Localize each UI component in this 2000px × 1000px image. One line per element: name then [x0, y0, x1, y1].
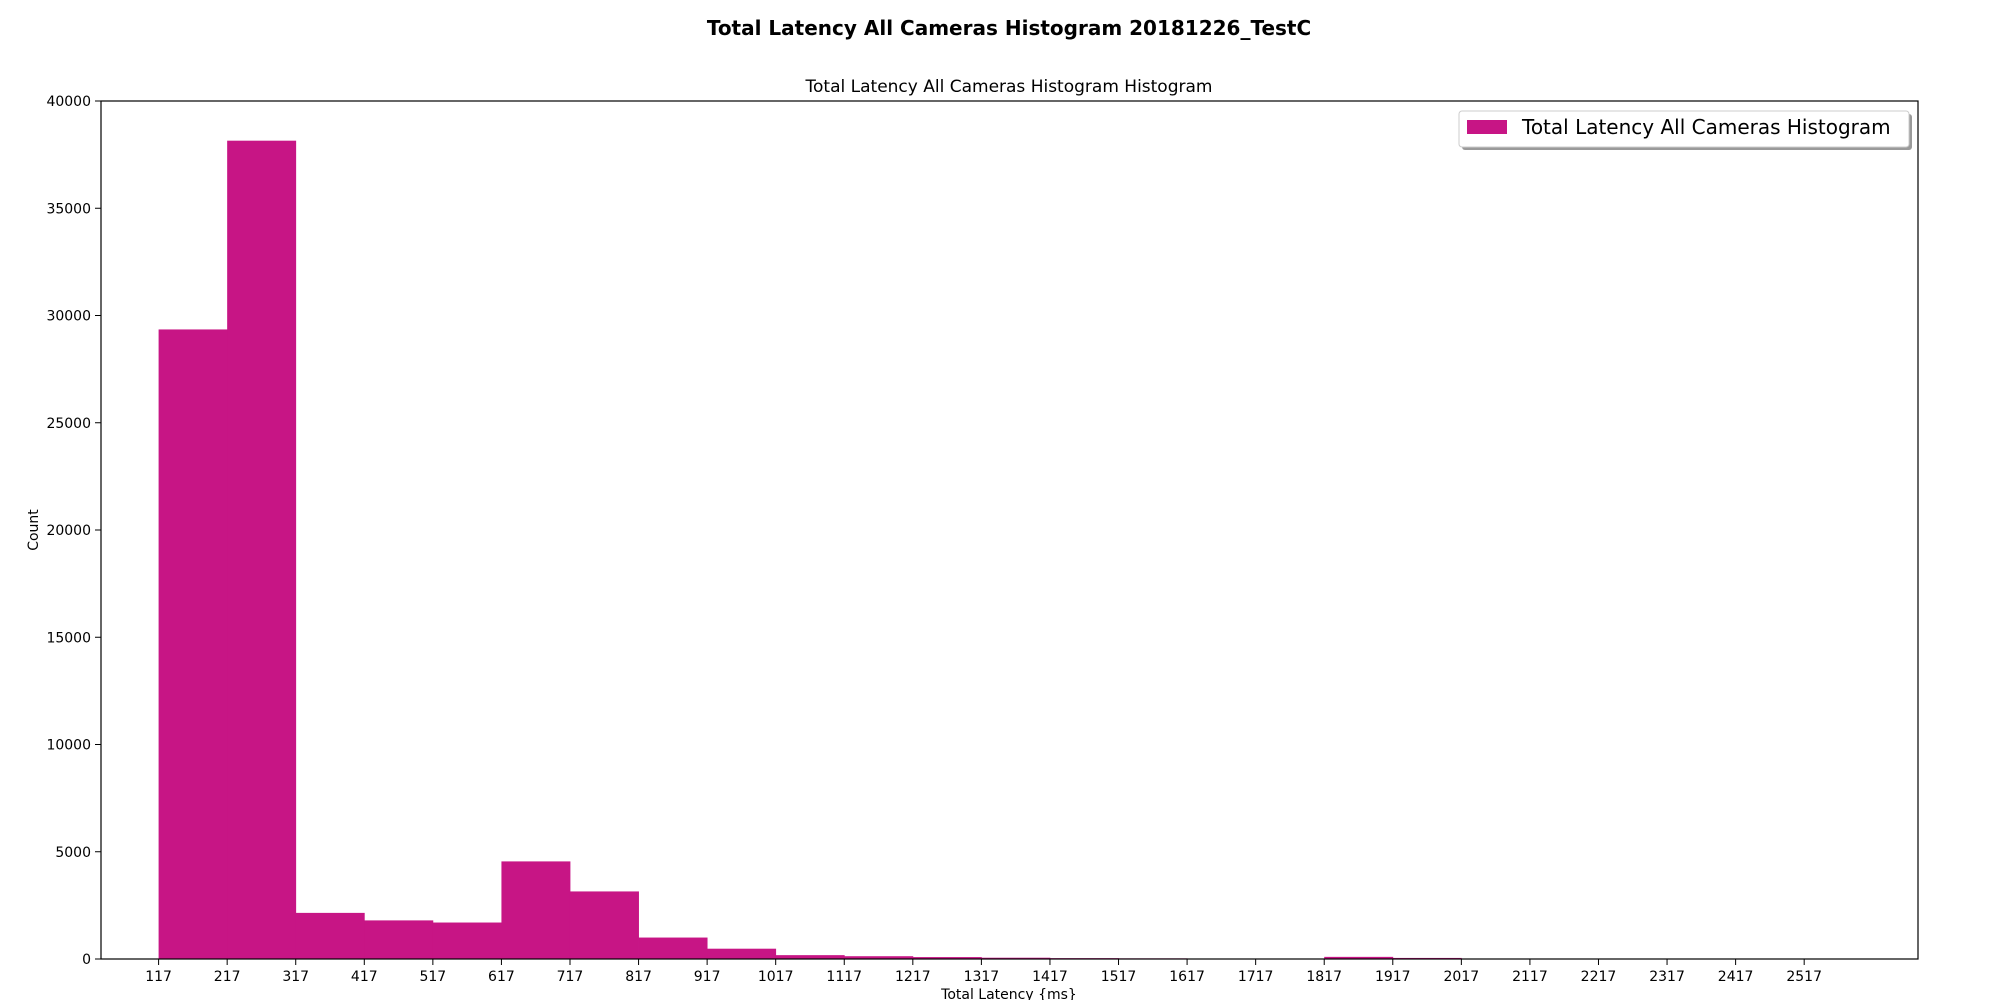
histogram-bar — [981, 957, 1051, 959]
x-tick-label: 117 — [145, 969, 172, 985]
x-axis-ticks: 117 217 317 417 517 617 717 817 917 1017 1117 1217 1… — [145, 959, 1822, 985]
x-tick-label: 2017 — [1444, 969, 1480, 985]
x-axis-label: Total Latency {ms} — [940, 987, 1077, 1000]
x-tick-label: 2217 — [1581, 969, 1617, 985]
y-tick-label: 30000 — [46, 309, 91, 325]
histogram-bar — [707, 948, 777, 959]
x-tick-label: 2417 — [1718, 969, 1754, 985]
x-tick-label: 717 — [557, 969, 584, 985]
histogram-bars — [158, 140, 1462, 959]
y-tick-label: 25000 — [46, 416, 91, 432]
y-axis-ticks: 0 5000 10000 15000 20000 25000 30000 35000 40000 — [46, 94, 101, 968]
histogram-bar — [912, 957, 982, 959]
x-tick-label: 1717 — [1238, 969, 1274, 985]
x-tick-label: 817 — [625, 969, 652, 985]
y-tick-label: 10000 — [46, 738, 91, 754]
histogram-bar — [501, 861, 571, 959]
x-tick-label: 917 — [694, 969, 721, 985]
x-tick-label: 217 — [214, 969, 241, 985]
axes-title: Total Latency All Cameras Histogram Hist… — [805, 77, 1213, 97]
y-tick-label: 5000 — [55, 845, 91, 861]
y-axis-label: Count — [26, 509, 42, 551]
x-tick-label: 1617 — [1169, 969, 1205, 985]
legend-swatch — [1467, 120, 1507, 134]
histogram-bar — [569, 891, 639, 959]
y-tick-label: 15000 — [46, 630, 91, 646]
histogram-bar — [844, 956, 914, 959]
legend-box — [1458, 110, 1910, 148]
histogram-bar — [364, 920, 434, 959]
x-tick-label: 1217 — [895, 969, 931, 985]
x-tick-label: 617 — [488, 969, 515, 985]
histogram-bar — [1324, 956, 1394, 959]
x-tick-label: 2117 — [1512, 969, 1548, 985]
histogram-bar — [638, 937, 708, 959]
legend-entry-label: Total Latency All Cameras Histogram — [1521, 115, 1891, 139]
x-tick-label: 417 — [351, 969, 378, 985]
x-tick-label: 1817 — [1306, 969, 1342, 985]
histogram-bar — [227, 140, 297, 959]
x-tick-label: 1517 — [1101, 969, 1137, 985]
x-tick-label: 1117 — [826, 969, 862, 985]
x-tick-label: 1017 — [758, 969, 794, 985]
x-tick-label: 2517 — [1786, 969, 1822, 985]
x-tick-label: 1317 — [964, 969, 1000, 985]
histogram-bar — [775, 955, 845, 959]
x-tick-label: 1917 — [1375, 969, 1411, 985]
y-tick-label: 20000 — [46, 523, 91, 539]
y-tick-label: 35000 — [46, 201, 91, 217]
histogram-bar — [158, 329, 228, 959]
plot-frame — [100, 100, 1919, 960]
y-tick-label: 40000 — [46, 94, 91, 110]
chart-title: Total Latency All Cameras Histogram 2018… — [707, 16, 1311, 40]
x-tick-label: 2317 — [1649, 969, 1685, 985]
histogram-bar — [432, 922, 502, 959]
x-tick-label: 517 — [419, 969, 446, 985]
histogram-bar — [295, 912, 365, 959]
y-tick-label: 0 — [82, 952, 91, 968]
legend: Total Latency All Cameras Histogram — [1458, 110, 1912, 150]
x-tick-label: 317 — [282, 969, 309, 985]
x-tick-label: 1417 — [1032, 969, 1068, 985]
